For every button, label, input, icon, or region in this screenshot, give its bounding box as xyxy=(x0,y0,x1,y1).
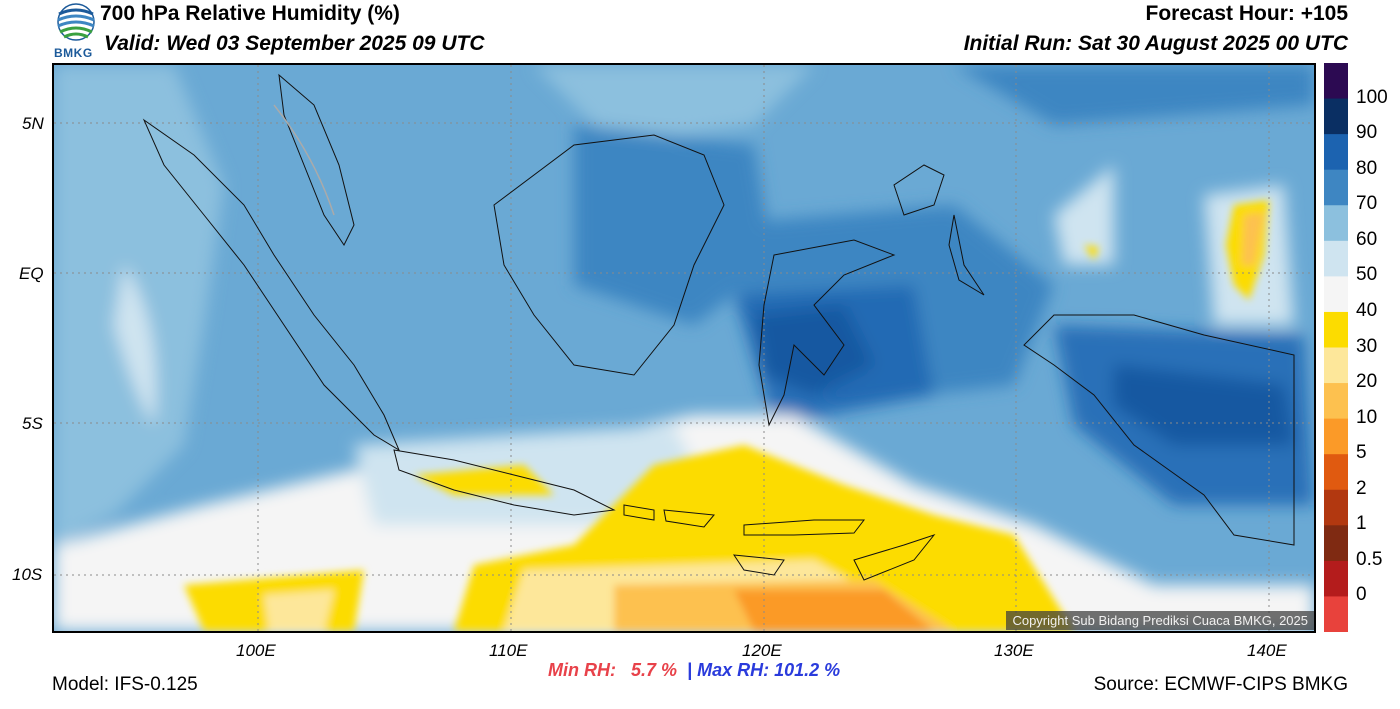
colorbar-label: 60 xyxy=(1356,228,1378,250)
colorbar-label: 1 xyxy=(1356,513,1367,535)
colorbar-label: 90 xyxy=(1356,122,1378,144)
lon-label-130e: 130E xyxy=(994,641,1034,660)
colorbar-swatch xyxy=(1324,596,1348,633)
colorbar-swatch xyxy=(1324,489,1348,526)
forecast-hour: Forecast Hour: +105 xyxy=(1145,2,1349,25)
colorbar-swatch xyxy=(1324,240,1348,277)
graticule xyxy=(54,65,1314,631)
colorbar-label: 2 xyxy=(1356,477,1367,499)
colorbar-label: 50 xyxy=(1356,264,1378,286)
model-info: Model: IFS-0.125 xyxy=(52,674,198,695)
colorbar-swatch xyxy=(1324,134,1348,171)
lon-label-100e: 100E xyxy=(236,641,276,660)
colorbar-swatch xyxy=(1324,205,1348,242)
bmkg-logo-icon xyxy=(52,2,100,62)
coastlines xyxy=(142,73,1295,581)
colorbar-swatch xyxy=(1324,383,1348,420)
lat-label-5s: 5S xyxy=(22,414,43,433)
colorbar-swatch xyxy=(1324,560,1348,597)
colorbar-swatch xyxy=(1324,418,1348,455)
colorbar-swatch xyxy=(1324,169,1348,206)
humidity-map xyxy=(52,63,1316,633)
max-rh-label: Max RH: xyxy=(697,660,770,680)
initial-run: Initial Run: Sat 30 August 2025 00 UTC xyxy=(963,32,1348,55)
valid-time: Valid: Wed 03 September 2025 09 UTC xyxy=(104,32,485,55)
lat-label-eq: EQ xyxy=(19,264,44,283)
colorbar-swatches xyxy=(1324,63,1348,633)
colorbar-label: 0.5 xyxy=(1356,548,1383,570)
lat-label-5n: 5N xyxy=(22,114,44,133)
colorbar-swatch xyxy=(1324,525,1348,562)
lon-label-120e: 120E xyxy=(742,641,782,660)
copyright-notice: Copyright Sub Bidang Prediksi Cuaca BMKG… xyxy=(1006,611,1314,630)
max-rh-value: 101.2 % xyxy=(774,660,841,680)
colorbar-label: 40 xyxy=(1356,299,1378,321)
colorbar-label: 80 xyxy=(1356,157,1378,179)
map-title: 700 hPa Relative Humidity (%) xyxy=(100,2,400,25)
source-info: Source: ECMWF-CIPS BMKG xyxy=(1093,674,1348,695)
min-max-rh: Min RH: 5.7 % | Max RH: 101.2 % xyxy=(548,660,840,681)
colorbar-label: 20 xyxy=(1356,371,1378,393)
min-rh-label: Min RH: xyxy=(548,660,616,680)
colorbar-label: 10 xyxy=(1356,406,1378,428)
colorbar-label: 70 xyxy=(1356,193,1378,215)
colorbar-label: 30 xyxy=(1356,335,1378,357)
lon-label-110e: 110E xyxy=(489,641,528,660)
colorbar-label: 5 xyxy=(1356,442,1367,464)
colorbar-swatch xyxy=(1324,347,1348,384)
colorbar-label: 100 xyxy=(1356,86,1388,108)
colorbar-label: 0 xyxy=(1356,584,1367,606)
colorbar-swatch xyxy=(1324,63,1348,100)
rh-dry-fields xyxy=(184,200,1269,631)
colorbar-swatch xyxy=(1324,311,1348,348)
min-rh-value: 5.7 % xyxy=(631,660,678,680)
colorbar-swatch xyxy=(1324,454,1348,491)
colorbar-swatch xyxy=(1324,98,1348,135)
colorbar-swatch xyxy=(1324,276,1348,313)
lon-label-140e: 140E xyxy=(1247,641,1287,660)
min-max-separator: | xyxy=(687,660,693,680)
logo-text: BMKG xyxy=(54,46,93,60)
lat-label-10s: 10S xyxy=(12,565,43,584)
colorbar xyxy=(1324,63,1348,633)
